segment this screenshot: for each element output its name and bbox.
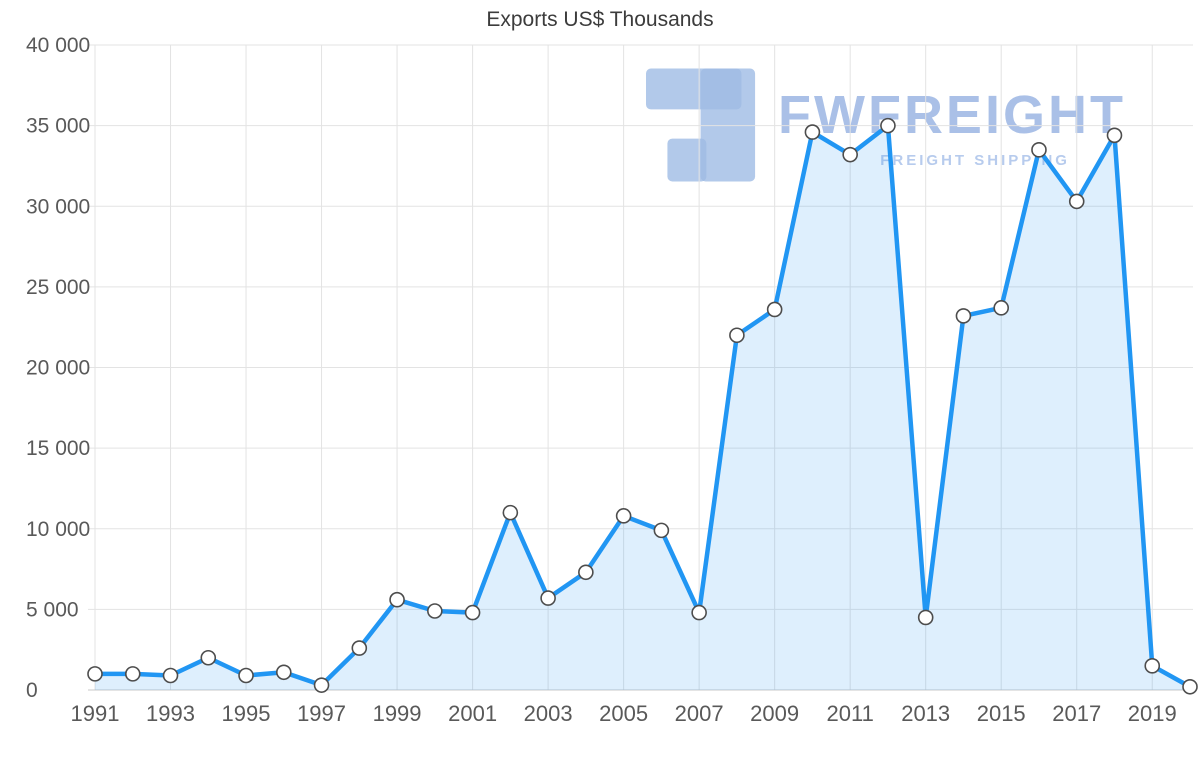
- svg-text:2003: 2003: [524, 701, 573, 726]
- svg-text:2017: 2017: [1052, 701, 1101, 726]
- svg-text:35 000: 35 000: [26, 115, 90, 138]
- svg-text:2009: 2009: [750, 701, 799, 726]
- svg-text:15 000: 15 000: [26, 437, 90, 460]
- svg-text:2015: 2015: [977, 701, 1026, 726]
- svg-text:1993: 1993: [146, 701, 195, 726]
- svg-text:40 000: 40 000: [26, 34, 90, 57]
- svg-text:5 000: 5 000: [26, 598, 79, 621]
- svg-text:25 000: 25 000: [26, 276, 90, 299]
- svg-text:2007: 2007: [675, 701, 724, 726]
- svg-text:0: 0: [26, 679, 38, 702]
- svg-text:1997: 1997: [297, 701, 346, 726]
- svg-text:2013: 2013: [901, 701, 950, 726]
- chart-title: Exports US$ Thousands: [486, 8, 714, 31]
- svg-text:1991: 1991: [71, 701, 120, 726]
- svg-text:10 000: 10 000: [26, 518, 90, 541]
- svg-text:2005: 2005: [599, 701, 648, 726]
- svg-text:1995: 1995: [222, 701, 271, 726]
- svg-text:2019: 2019: [1128, 701, 1177, 726]
- svg-text:20 000: 20 000: [26, 357, 90, 380]
- svg-text:30 000: 30 000: [26, 195, 90, 218]
- svg-text:1999: 1999: [373, 701, 422, 726]
- svg-text:2001: 2001: [448, 701, 497, 726]
- svg-text:2011: 2011: [827, 701, 874, 726]
